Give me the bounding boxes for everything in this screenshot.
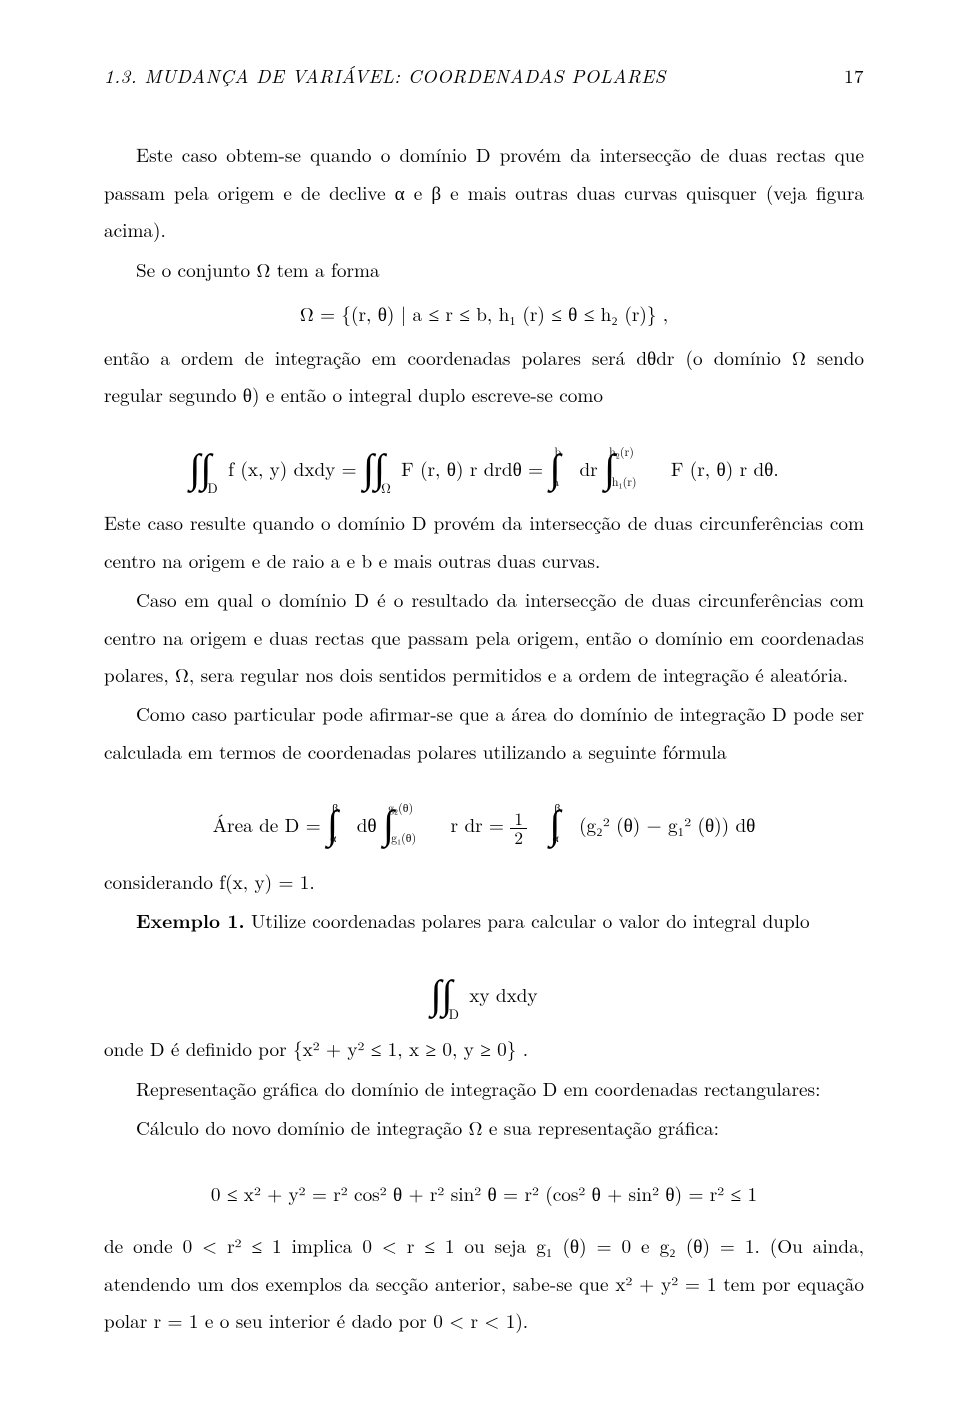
fraction-denominator: 2 — [510, 829, 527, 847]
integral-sub-alpha-2: α — [552, 830, 558, 846]
paragraph-considering-f1: considerando f(x, y) = 1. — [104, 863, 864, 900]
running-header: 1.3. MUDANÇA DE VARIÁVEL: COORDENADAS PO… — [104, 60, 864, 92]
eq-text: r dr = — [451, 810, 511, 838]
integral-sub-alpha: α — [330, 830, 336, 846]
paragraph-order-integration: então a ordem de integração em coordenad… — [104, 339, 864, 414]
eq-text: Área de D = — [213, 810, 327, 838]
equation-double-integral: ∫∫D f (x, y) dxdy = ∫∫Ω F (r, θ) r drdθ … — [104, 432, 864, 488]
integral-sup-h2: h₂(r) — [609, 444, 634, 460]
integral-sub-g1: g₁(θ) — [391, 830, 416, 846]
fraction-half: 1 2 — [510, 810, 527, 847]
eq-text: F (r, θ) r dθ. — [671, 454, 779, 482]
eq-text: F (r, θ) r drdθ = — [401, 454, 549, 482]
integral-sup-b: b — [555, 444, 562, 460]
eq-text: (g₂² (θ) − g₁² (θ)) dθ — [579, 810, 755, 838]
equation-xy-dxdy: ∫∫D xy dxdy — [104, 958, 864, 1014]
integral-sup-beta-2: β — [554, 800, 560, 816]
paragraph-result-circles: Este caso resulte quando o domínio D pro… — [104, 504, 864, 579]
page-number: 17 — [844, 60, 864, 92]
equation-omega-set: Ω = {(r, θ) | a ≤ r ≤ b, h₁ (r) ≤ θ ≤ h₂… — [104, 300, 864, 327]
integral-sub-omega: Ω — [381, 478, 391, 497]
eq-text: dr — [580, 454, 605, 482]
paragraph-conclusion: de onde 0 < r² ≤ 1 implica 0 < r ≤ 1 ou … — [104, 1227, 864, 1339]
paragraph-omega-form: Se o conjunto Ω tem a forma — [104, 251, 864, 288]
paragraph-omega-rep: Cálculo do novo domínio de integração Ω … — [104, 1109, 864, 1146]
example-text: Utilize coordenadas polares para calcula… — [245, 906, 810, 934]
integral-sup-g2: g₂(θ) — [388, 800, 413, 816]
integral-sub-h1: h₁(r) — [612, 474, 637, 490]
paragraph-intro: Este caso obtem-se quando o domínio D pr… — [104, 136, 864, 248]
paragraph-rectangular-rep: Representação gráfica do domínio de inte… — [104, 1070, 864, 1107]
integral-sup-beta: β — [332, 800, 338, 816]
integral-sub-D: D — [207, 478, 217, 497]
eq-text: dθ — [357, 810, 383, 838]
integral-sub-D: D — [449, 1004, 459, 1023]
example-label: Exemplo 1. — [136, 906, 245, 934]
paragraph-example-1: Exemplo 1. Utilize coordenadas polares p… — [104, 902, 864, 939]
equation-r-squared: 0 ≤ x² + y² = r² cos² θ + r² sin² θ = r²… — [104, 1180, 864, 1207]
integral-sub-a: a — [553, 474, 559, 490]
page-body: 1.3. MUDANÇA DE VARIÁVEL: COORDENADAS PO… — [0, 0, 960, 1422]
eq-text: f (x, y) dxdy = — [228, 454, 363, 482]
paragraph-area-formula-intro: Como caso particular pode afirmar-se que… — [104, 695, 864, 770]
eq-text: xy dxdy — [469, 980, 537, 1008]
equation-area-D: Área de D = ∫βα dθ ∫g₂(θ)g₁(θ) r dr = 1 … — [104, 788, 864, 847]
paragraph-two-circles-lines: Caso em qual o domínio D é o resultado d… — [104, 581, 864, 693]
paragraph-D-definition: onde D é definido por {x² + y² ≤ 1, x ≥ … — [104, 1030, 864, 1067]
header-section-title: 1.3. MUDANÇA DE VARIÁVEL: COORDENADAS PO… — [104, 60, 666, 92]
